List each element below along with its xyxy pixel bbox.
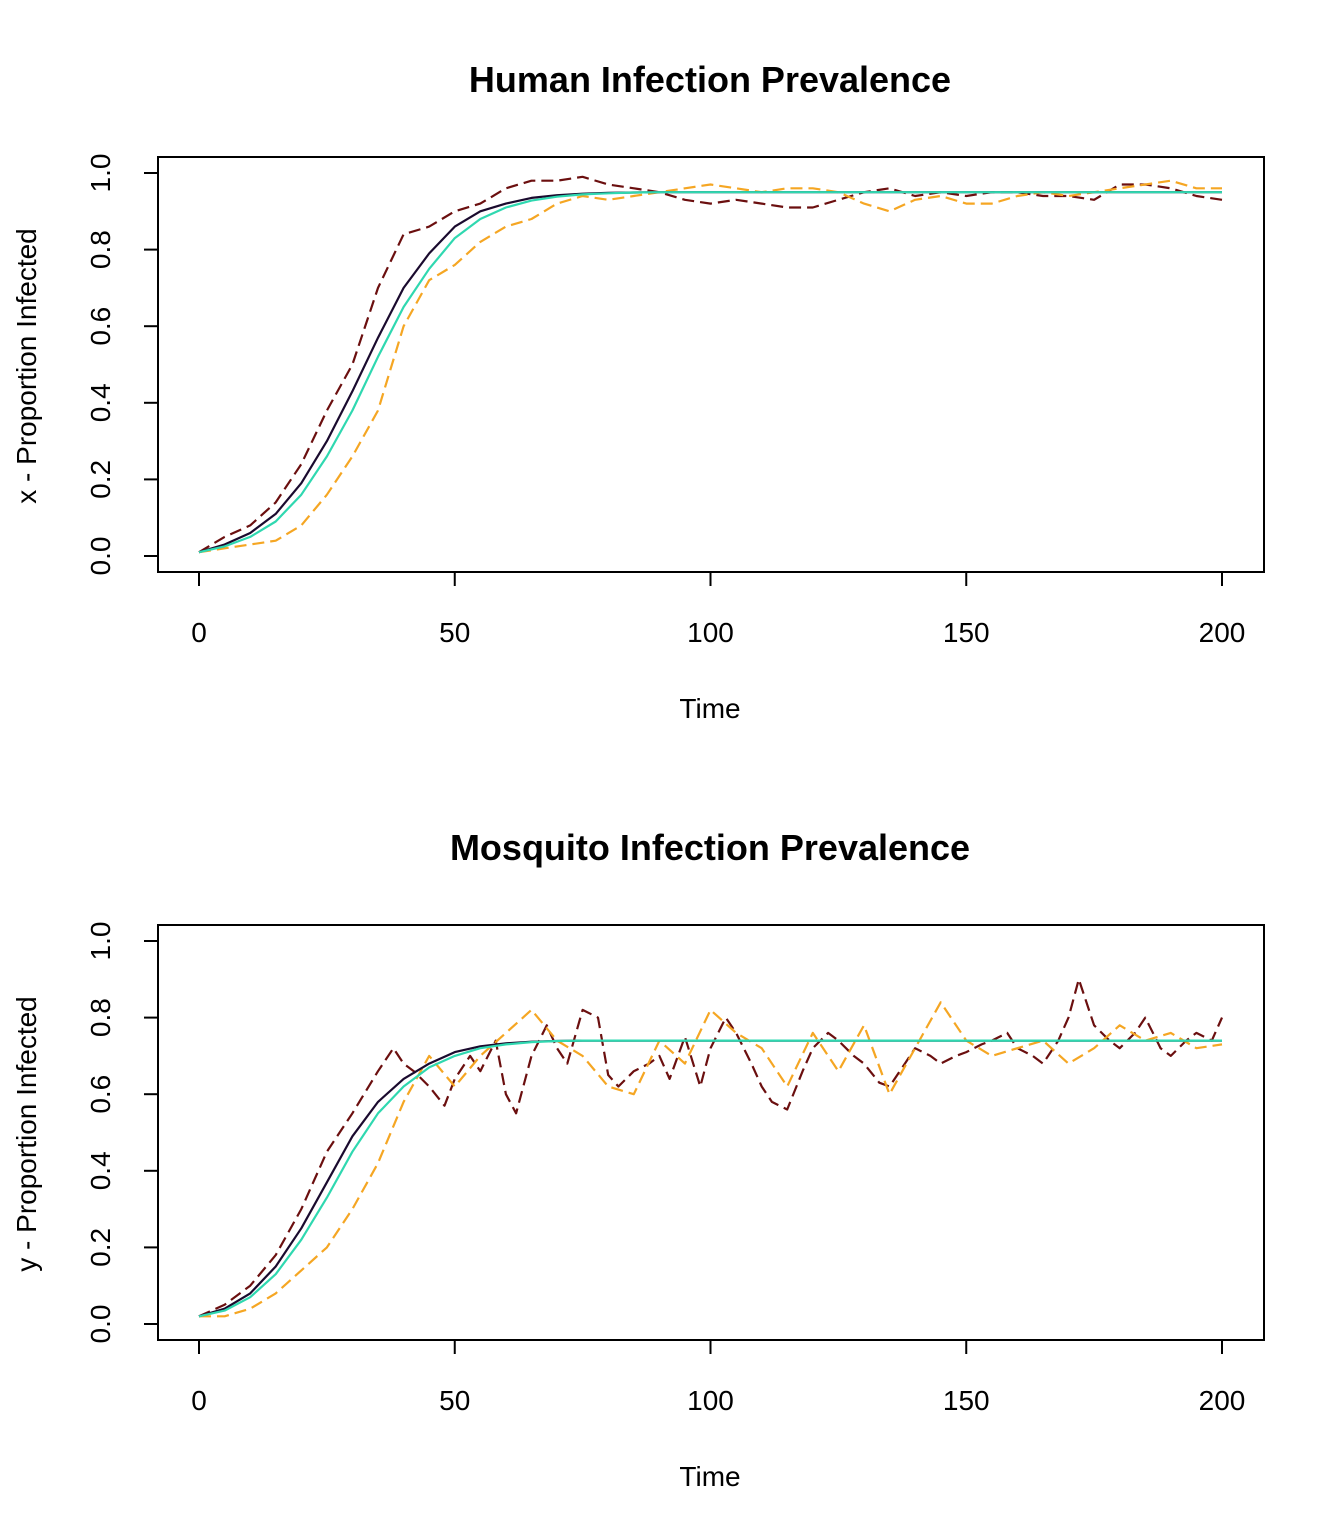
y-axis-label: x - Proportion Infected	[11, 228, 42, 503]
x-axis: 0 50 100 150 200	[191, 1339, 1246, 1416]
y-tick-label: 1.0	[85, 922, 116, 961]
series-line-4	[198, 1039, 1222, 1318]
y-tick-label: 0.4	[85, 383, 116, 422]
series-line-3	[198, 191, 1222, 554]
y-tick-label: 0.0	[85, 1305, 116, 1344]
x-axis: 0 50 100 150 200	[191, 571, 1246, 648]
y-tick-label: 1.0	[85, 154, 116, 193]
series-line-1	[198, 175, 1223, 554]
y-tick-label: 0.8	[85, 230, 116, 269]
human-prevalence-panel: Human Infection Prevalence 0 50 100 150 200 …	[11, 59, 1265, 724]
x-tick-label: 100	[687, 617, 734, 648]
plot-frame	[157, 156, 1265, 573]
x-tick-label: 100	[687, 1385, 734, 1416]
y-axis: 0.0 0.2 0.4 0.6 0.8 1.0	[85, 154, 159, 576]
series-layer	[198, 978, 1224, 1318]
series-line-2	[198, 179, 1222, 554]
x-axis-label: Time	[679, 693, 740, 724]
y-tick-label: 0.0	[85, 537, 116, 576]
x-tick-label: 150	[943, 1385, 990, 1416]
x-tick-label: 200	[1199, 1385, 1246, 1416]
x-tick-label: 200	[1199, 617, 1246, 648]
series-line-2	[199, 1001, 1223, 1318]
y-axis-label: y - Proportion Infected	[11, 996, 42, 1271]
y-tick-label: 0.6	[85, 307, 116, 346]
x-tick-label: 0	[191, 1385, 207, 1416]
x-tick-label: 50	[439, 1385, 470, 1416]
y-tick-label: 0.4	[85, 1151, 116, 1190]
y-tick-label: 0.2	[85, 460, 116, 499]
x-axis-label: Time	[679, 1461, 740, 1492]
x-tick-label: 50	[439, 617, 470, 648]
y-tick-label: 0.2	[85, 1228, 116, 1267]
x-tick-label: 0	[191, 617, 207, 648]
x-tick-label: 150	[943, 617, 990, 648]
chart-title: Mosquito Infection Prevalence	[450, 827, 970, 868]
series-line-3	[198, 1039, 1222, 1318]
y-tick-label: 0.6	[85, 1075, 116, 1114]
y-tick-label: 0.8	[85, 998, 116, 1037]
chart-title: Human Infection Prevalence	[469, 59, 951, 100]
series-line-4	[198, 191, 1222, 554]
series-line-1	[198, 978, 1224, 1318]
series-layer	[198, 175, 1223, 554]
plot-frame	[157, 924, 1265, 1341]
mosquito-prevalence-panel: Mosquito Infection Prevalence 0 50 100 150 2…	[11, 827, 1265, 1492]
y-axis: 0.0 0.2 0.4 0.6 0.8 1.0	[85, 922, 159, 1344]
